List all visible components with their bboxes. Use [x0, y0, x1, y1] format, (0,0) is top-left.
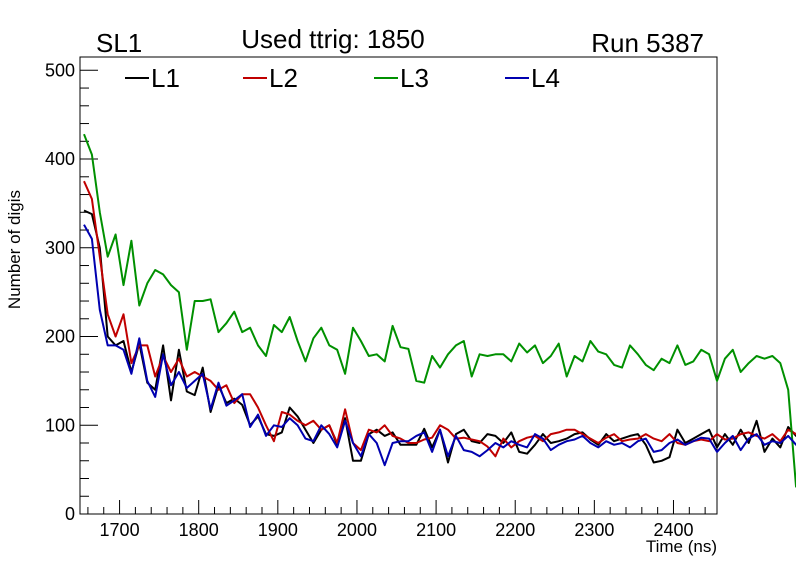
- x-tick-label: 1700: [100, 520, 140, 540]
- legend-label-l2: L2: [269, 63, 298, 93]
- chart-pad-label: SL1: [96, 28, 142, 58]
- legend: L1 L2 L3 L4: [125, 63, 560, 93]
- x-tick-label: 1900: [258, 520, 298, 540]
- x-tick-label: 2400: [653, 520, 693, 540]
- y-axis-label: Number of digis: [5, 190, 24, 309]
- legend-label-l4: L4: [531, 63, 560, 93]
- y-tick-label: 200: [45, 327, 75, 347]
- y-tick-label: 0: [65, 504, 75, 524]
- series-line-l1: [83, 209, 796, 464]
- x-axis-label: Time (ns): [646, 537, 717, 556]
- y-tick-label: 400: [45, 149, 75, 169]
- y-tick-label: 300: [45, 238, 75, 258]
- series-line-l3: [83, 133, 796, 488]
- x-tick-label: 1800: [179, 520, 219, 540]
- legend-label-l1: L1: [151, 63, 180, 93]
- chart-title: Used ttrig: 1850: [241, 24, 425, 54]
- plot-frame: [79, 56, 718, 515]
- run-label: Run 5387: [591, 28, 704, 58]
- series-line-l2: [83, 180, 796, 458]
- x-axis: 1700 1800 1900 2000 2100 2200 2300 2400: [87, 500, 706, 540]
- y-tick-label: 100: [45, 415, 75, 435]
- x-tick-label: 2000: [337, 520, 377, 540]
- series-lines: [83, 133, 796, 488]
- series-line-l4: [83, 224, 796, 467]
- y-tick-label: 500: [45, 60, 75, 80]
- y-axis: 0 100 200 300 400 500: [45, 60, 98, 524]
- x-tick-label: 2300: [574, 520, 614, 540]
- x-tick-label: 2200: [495, 520, 535, 540]
- x-tick-label: 2100: [416, 520, 456, 540]
- legend-label-l3: L3: [400, 63, 429, 93]
